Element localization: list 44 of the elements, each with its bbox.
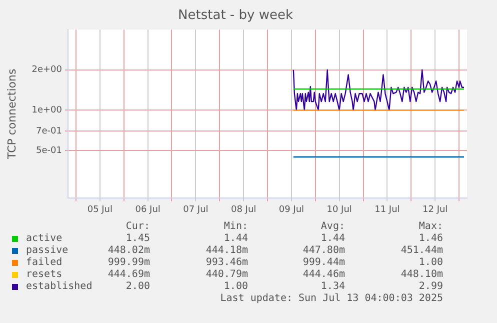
legend-label: passive — [26, 245, 68, 256]
text: 1.00 — [418, 257, 443, 268]
text: 451.44m — [400, 245, 443, 256]
text: 1.00 — [222, 281, 248, 292]
x-tick-label: 06 Jul — [135, 204, 160, 215]
legend-label: established — [26, 281, 92, 292]
y-axis-title: TCP connections — [5, 68, 18, 160]
text: Max: — [418, 221, 443, 232]
text: Min: — [222, 221, 248, 232]
text: 999.44m — [302, 257, 345, 268]
x-tick-label: 07 Jul — [183, 204, 208, 215]
text: 2.00 — [126, 281, 150, 292]
y-tick-label: 1e+00 — [32, 106, 62, 116]
x-tick-label: 12 Jul — [422, 204, 448, 215]
text: 2.99 — [418, 281, 443, 292]
y-tick-label: 5e-01 — [36, 146, 62, 156]
text: 448.02m — [106, 245, 150, 256]
x-tick-label: 09 Jul — [278, 204, 304, 215]
text: 448.10m — [400, 269, 443, 280]
text: 1.45 — [124, 233, 150, 244]
text: 1.46 — [418, 233, 443, 244]
text: 444.69m — [106, 269, 150, 280]
y-tick-label: 2e+00 — [32, 65, 62, 76]
text: 444.46m — [302, 269, 345, 280]
x-tick-label: 10 Jul — [326, 204, 352, 215]
legend-label: resets — [26, 269, 62, 280]
legend-label: active — [26, 233, 62, 244]
text: 993.46m — [204, 257, 248, 268]
x-tick-label: 05 Jul — [87, 204, 113, 215]
text: 1.34 — [320, 281, 345, 292]
x-tick-label: 08 Jul — [230, 204, 256, 215]
x-tick-label: 11 Jul — [374, 204, 400, 215]
chart-title: Netstat - by week — [178, 8, 294, 24]
text: Cur: — [124, 221, 150, 232]
legend-label: failed — [26, 257, 62, 268]
text: 1.44 — [222, 233, 248, 244]
text: 999.99m — [106, 257, 150, 268]
text: 1.44 — [320, 233, 345, 244]
text: 444.18m — [204, 245, 248, 256]
text: Avg: — [320, 221, 345, 232]
text: 447.80m — [302, 245, 345, 256]
text: Last update: Sun Jul 13 04:00:03 2025 — [220, 293, 443, 304]
y-tick-label: 7e-01 — [36, 126, 62, 136]
text: 440.79m — [204, 269, 248, 280]
